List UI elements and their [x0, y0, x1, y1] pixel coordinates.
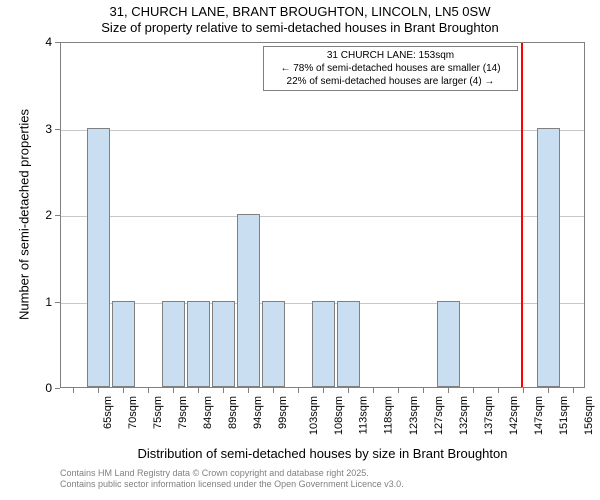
x-tick-mark — [123, 388, 124, 393]
x-tick-label: 70sqm — [127, 396, 139, 429]
x-tick-mark — [348, 388, 349, 393]
x-tick-label: 75sqm — [152, 396, 164, 429]
chart-title: 31, CHURCH LANE, BRANT BROUGHTON, LINCOL… — [0, 4, 600, 37]
x-tick-label: 132sqm — [458, 396, 470, 435]
x-tick-mark — [448, 388, 449, 393]
bar — [537, 128, 560, 388]
y-axis-title: Number of semi-detached properties — [17, 42, 32, 388]
x-tick-mark — [398, 388, 399, 393]
x-tick-mark — [373, 388, 374, 393]
attribution-line-2: Contains public sector information licen… — [60, 479, 404, 490]
x-tick-mark — [148, 388, 149, 393]
bar — [437, 301, 460, 388]
x-tick-label: 89sqm — [227, 396, 239, 429]
x-tick-mark — [523, 388, 524, 393]
x-tick-mark — [298, 388, 299, 393]
attribution-text: Contains HM Land Registry data © Crown c… — [60, 468, 404, 490]
bar — [87, 128, 110, 388]
chart-plot-area — [60, 42, 585, 388]
title-line-2: Size of property relative to semi-detach… — [0, 20, 600, 36]
x-tick-label: 156sqm — [583, 396, 595, 435]
callout-line-3: 22% of semi-detached houses are larger (… — [268, 75, 513, 88]
x-tick-label: 79sqm — [177, 396, 189, 429]
x-tick-mark — [423, 388, 424, 393]
callout-line-2: ← 78% of semi-detached houses are smalle… — [268, 62, 513, 75]
x-tick-label: 94sqm — [252, 396, 264, 429]
y-tick-mark — [55, 302, 60, 303]
x-tick-label: 65sqm — [102, 396, 114, 429]
x-tick-mark — [98, 388, 99, 393]
x-tick-mark — [73, 388, 74, 393]
x-tick-label: 113sqm — [357, 396, 369, 434]
x-tick-label: 123sqm — [408, 396, 420, 435]
x-tick-mark — [173, 388, 174, 393]
y-tick-label: 0 — [36, 381, 52, 395]
x-tick-label: 127sqm — [433, 396, 445, 435]
bar — [312, 301, 335, 388]
y-tick-label: 4 — [36, 35, 52, 49]
x-tick-mark — [473, 388, 474, 393]
y-tick-label: 1 — [36, 295, 52, 309]
x-tick-label: 118sqm — [382, 396, 394, 434]
bar — [212, 301, 235, 388]
gridline-h — [61, 216, 584, 217]
x-tick-label: 108sqm — [333, 396, 345, 435]
x-tick-mark — [323, 388, 324, 393]
x-axis-title: Distribution of semi-detached houses by … — [60, 446, 585, 461]
x-tick-mark — [198, 388, 199, 393]
marker-callout: 31 CHURCH LANE: 153sqm← 78% of semi-deta… — [263, 46, 518, 91]
x-tick-mark — [248, 388, 249, 393]
x-tick-label: 84sqm — [202, 396, 214, 429]
y-tick-mark — [55, 388, 60, 389]
bar — [237, 214, 260, 387]
x-tick-label: 147sqm — [533, 396, 545, 435]
bar — [162, 301, 185, 388]
title-line-1: 31, CHURCH LANE, BRANT BROUGHTON, LINCOL… — [0, 4, 600, 20]
y-tick-mark — [55, 215, 60, 216]
bar — [337, 301, 360, 388]
x-tick-label: 137sqm — [483, 396, 495, 435]
x-tick-label: 103sqm — [308, 396, 320, 435]
y-tick-label: 2 — [36, 208, 52, 222]
x-tick-label: 99sqm — [277, 396, 289, 429]
x-tick-mark — [548, 388, 549, 393]
marker-line — [521, 43, 523, 387]
y-tick-mark — [55, 42, 60, 43]
x-tick-mark — [573, 388, 574, 393]
x-tick-label: 151sqm — [558, 396, 570, 435]
bar — [262, 301, 285, 388]
x-tick-mark — [273, 388, 274, 393]
y-tick-label: 3 — [36, 122, 52, 136]
bar — [112, 301, 135, 388]
gridline-h — [61, 130, 584, 131]
x-tick-label: 142sqm — [508, 396, 520, 435]
y-tick-mark — [55, 129, 60, 130]
x-tick-mark — [223, 388, 224, 393]
callout-line-1: 31 CHURCH LANE: 153sqm — [268, 49, 513, 62]
bar — [187, 301, 210, 388]
x-tick-mark — [498, 388, 499, 393]
attribution-line-1: Contains HM Land Registry data © Crown c… — [60, 468, 404, 479]
